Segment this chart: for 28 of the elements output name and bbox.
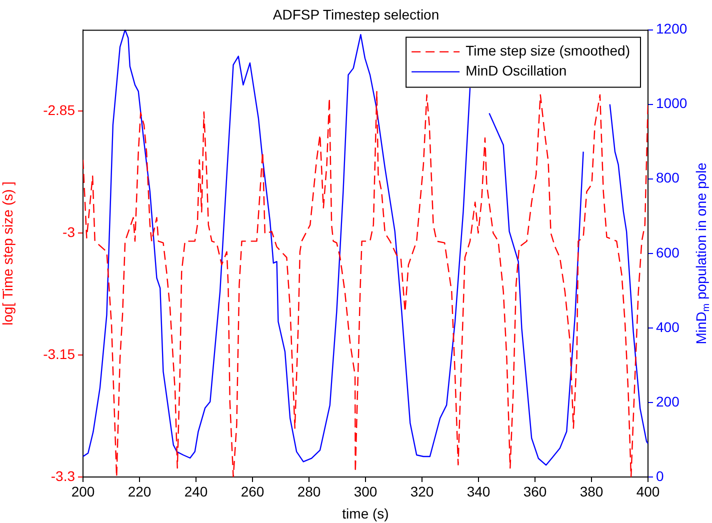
x-tick-label: 220 xyxy=(128,483,152,500)
y2-tick-label: 1200 xyxy=(656,20,688,37)
y-tick-label: -3 xyxy=(62,224,76,240)
x-tick-label: 280 xyxy=(297,483,321,500)
x-tick-label: 360 xyxy=(523,483,547,500)
y-tick-label: -3.3 xyxy=(50,468,76,484)
y-tick-label: -2.85 xyxy=(43,102,76,118)
x-tick-label: 260 xyxy=(240,483,264,500)
y2-tick-label: 200 xyxy=(656,393,680,410)
y2-tick-label: 600 xyxy=(656,244,680,260)
x-tick-label: 240 xyxy=(184,483,208,500)
y2-tick-label: 1000 xyxy=(656,95,688,112)
chart-title: ADFSP Timestep selection xyxy=(272,6,440,22)
x-tick-label: 320 xyxy=(410,483,434,500)
legend-label: Time step size (smoothed) xyxy=(466,42,630,59)
y2-tick-label: 400 xyxy=(656,318,680,335)
x-tick-label: 340 xyxy=(466,483,490,500)
x-tick-label: 300 xyxy=(354,483,378,500)
x-tick-label: 200 xyxy=(71,483,95,500)
x-tick-label: 380 xyxy=(580,483,604,500)
y-tick-label: -3.15 xyxy=(43,346,76,362)
x-tick-label: 400 xyxy=(636,483,660,500)
y-axis-title: log[ Time step size (s) ] xyxy=(0,181,16,326)
y2-tick-label: 0 xyxy=(656,468,664,484)
y2-axis-title: MinDm population in one pole xyxy=(692,162,712,344)
x-axis-title: time (s) xyxy=(342,505,389,522)
y2-tick-label: 800 xyxy=(656,170,680,186)
legend-label: MinD Oscillation xyxy=(466,62,567,79)
